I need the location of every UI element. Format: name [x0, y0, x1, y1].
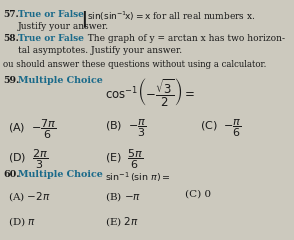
- Text: (C) 0: (C) 0: [185, 190, 211, 199]
- Text: (A) $-2\pi$: (A) $-2\pi$: [8, 190, 51, 203]
- Text: (B)  $-\dfrac{\pi}{3}$: (B) $-\dfrac{\pi}{3}$: [105, 118, 147, 139]
- Text: True or False: True or False: [18, 10, 84, 19]
- Text: 57.: 57.: [3, 10, 19, 19]
- Text: (E) $2\pi$: (E) $2\pi$: [105, 215, 139, 228]
- Text: $\cos^{-1}\!\left(-\dfrac{\sqrt{3}}{2}\right) =$: $\cos^{-1}\!\left(-\dfrac{\sqrt{3}}{2}\r…: [105, 76, 195, 108]
- Text: Multiple Choice: Multiple Choice: [18, 76, 103, 85]
- Text: True or False: True or False: [18, 34, 84, 43]
- Text: (D) $\pi$: (D) $\pi$: [8, 215, 36, 228]
- Text: (D)  $\dfrac{2\pi}{3}$: (D) $\dfrac{2\pi}{3}$: [8, 148, 48, 171]
- Text: $\mathrm{sin(sin^{-1}\! x) = x}$ for all real numbers x.: $\mathrm{sin(sin^{-1}\! x) = x}$ for all…: [87, 10, 255, 24]
- Text: $\sin^{-1}(\sin\,\pi) =$: $\sin^{-1}(\sin\,\pi) =$: [105, 170, 171, 184]
- Text: 59.: 59.: [3, 76, 19, 85]
- Text: tal asymptotes. Justify your answer.: tal asymptotes. Justify your answer.: [18, 46, 182, 55]
- Text: Multiple Choice: Multiple Choice: [18, 170, 103, 179]
- Text: Justify your answer.: Justify your answer.: [18, 22, 109, 31]
- Text: ⎢: ⎢: [82, 10, 89, 27]
- Text: (E)  $\dfrac{5\pi}{6}$: (E) $\dfrac{5\pi}{6}$: [105, 148, 144, 171]
- Text: (B) $-\pi$: (B) $-\pi$: [105, 190, 141, 203]
- Text: 60.: 60.: [3, 170, 20, 179]
- Text: (C)  $-\dfrac{\pi}{6}$: (C) $-\dfrac{\pi}{6}$: [200, 118, 242, 139]
- Text: 58.: 58.: [3, 34, 19, 43]
- Text: (A)  $-\dfrac{7\pi}{6}$: (A) $-\dfrac{7\pi}{6}$: [8, 118, 57, 141]
- Text: The graph of y = arctan x has two horizon-: The graph of y = arctan x has two horizo…: [82, 34, 285, 43]
- Text: ou should answer these questions without using a calculator.: ou should answer these questions without…: [3, 60, 266, 69]
